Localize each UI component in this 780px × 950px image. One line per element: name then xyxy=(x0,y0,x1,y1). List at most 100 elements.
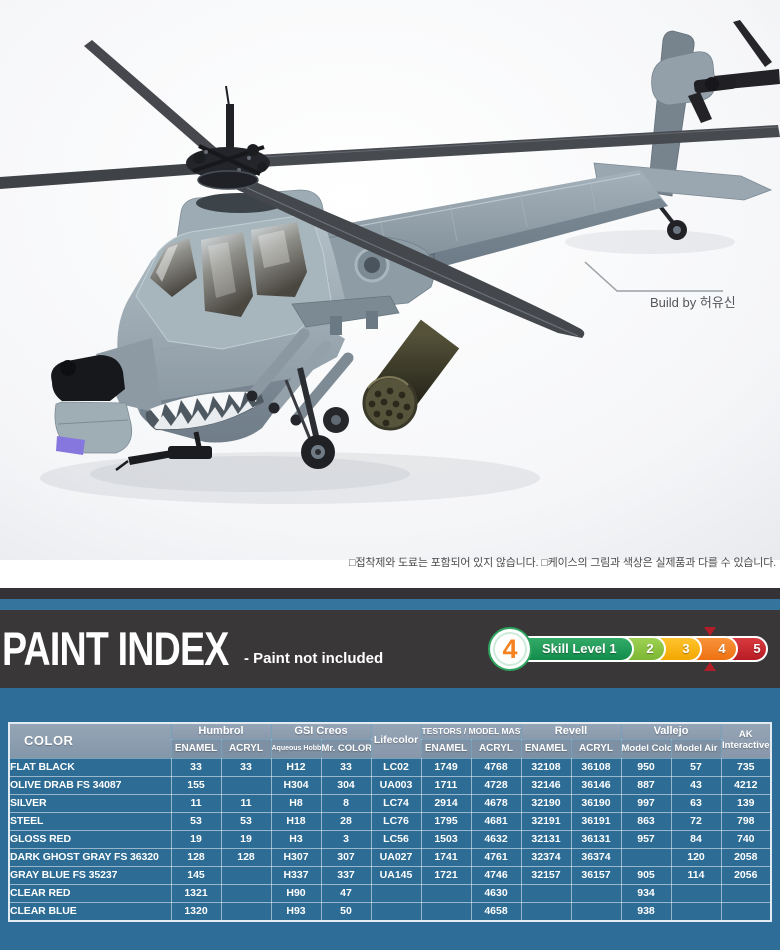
skill-level-bar: Skill Level 1 2 3 4 5 xyxy=(510,627,768,671)
paint-code-cell: 32191 xyxy=(520,812,572,831)
paint-code-cell: UA145 xyxy=(370,866,422,885)
main-rotor-blades xyxy=(0,40,780,189)
paint-code-cell: 740 xyxy=(720,830,772,849)
subheader-humbrol-enamel: ENAMEL xyxy=(170,739,222,759)
paint-table-row: FLAT BLACK 33 33 H12 33 LC02 1749 4768 3… xyxy=(8,758,772,777)
subheader-mr-color: Mr. COLOR xyxy=(320,739,372,759)
paint-table-row: SILVER 11 11 H8 8 LC74 2914 4678 32190 3… xyxy=(8,794,772,813)
subheader-testors-acryl: ACRYL xyxy=(470,739,522,759)
paint-code-cell: 4761 xyxy=(470,848,522,867)
paint-code-cell: UA027 xyxy=(370,848,422,867)
paint-code-cell: 43 xyxy=(670,776,722,795)
paint-color-name: CLEAR RED xyxy=(8,884,172,903)
paint-code-cell: 63 xyxy=(670,794,722,813)
paint-table-row: CLEAR RED 1321 H90 47 4630 934 xyxy=(8,884,772,903)
paint-code-cell: H304 xyxy=(270,776,322,795)
caption-callout-line xyxy=(584,261,723,292)
paint-code-cell: 1721 xyxy=(420,866,472,885)
ground-shadow xyxy=(40,230,735,504)
separator-blue-bar xyxy=(0,599,780,610)
paint-color-name: CLEAR BLUE xyxy=(8,902,172,922)
paint-code-cell: LC76 xyxy=(370,812,422,831)
paint-index-table: COLOR Humbrol GSI Creos Lifecolor TESTOR… xyxy=(8,722,772,922)
paint-index-title: PAINT INDEX xyxy=(2,622,229,675)
paint-code-cell: H8 xyxy=(270,794,322,813)
paint-color-name: STEEL xyxy=(8,812,172,831)
paint-code-cell: 32146 xyxy=(520,776,572,795)
subheader-aqueous-hobby-color: Aqueous Hobby Color xyxy=(270,739,322,759)
paint-code-cell: 36131 xyxy=(570,830,622,849)
paint-code-cell: 337 xyxy=(320,866,372,885)
tail-rotor xyxy=(688,20,780,123)
paint-not-included-note: - Paint not included xyxy=(244,650,384,667)
chin-gun xyxy=(115,431,212,471)
paint-code-cell: 32131 xyxy=(520,830,572,849)
disclaimer-text: □접착제와 도료는 포함되어 있지 않습니다. □케이스의 그림과 색상은 실제… xyxy=(349,557,776,569)
paint-color-name: GLOSS RED xyxy=(8,830,172,849)
paint-code-cell xyxy=(720,902,772,922)
paint-code-cell xyxy=(570,902,622,922)
skill-tick-4: 4 xyxy=(718,641,726,656)
build-caption: Build by 허유신 xyxy=(650,295,736,310)
paint-color-name: DARK GHOST GRAY FS 36320 xyxy=(8,848,172,867)
paint-code-cell: 32374 xyxy=(520,848,572,867)
paint-code-cell xyxy=(220,866,272,885)
brand-header-testors: TESTORS / MODEL MASTER xyxy=(420,722,522,740)
paint-table-row: OLIVE DRAB FS 34087 155 H304 304 UA003 1… xyxy=(8,776,772,795)
paint-code-cell: 19 xyxy=(170,830,222,849)
paint-code-cell xyxy=(670,884,722,903)
paint-code-cell: LC74 xyxy=(370,794,422,813)
column-header-color: COLOR xyxy=(8,722,172,759)
paint-code-cell xyxy=(570,884,622,903)
skill-tick-2: 2 xyxy=(646,641,654,656)
paint-code-cell: 950 xyxy=(620,758,672,777)
landing-gear xyxy=(284,367,349,469)
paint-table-row: DARK GHOST GRAY FS 36320 128 128 H307 30… xyxy=(8,848,772,867)
paint-code-cell: 905 xyxy=(620,866,672,885)
paint-code-cell: 128 xyxy=(170,848,222,867)
paint-code-cell: 53 xyxy=(170,812,222,831)
subheader-revell-acryl: ACRYL xyxy=(570,739,622,759)
paint-code-cell xyxy=(520,884,572,903)
paint-code-cell: 155 xyxy=(170,776,222,795)
paint-code-cell: H18 xyxy=(270,812,322,831)
paint-code-cell: 36190 xyxy=(570,794,622,813)
paint-code-cell: 11 xyxy=(170,794,222,813)
paint-index-band: PAINT INDEX - Paint not included Skill L… xyxy=(0,610,780,688)
paint-code-cell: 4632 xyxy=(470,830,522,849)
brand-header-lifecolor: Lifecolor xyxy=(370,722,422,759)
paint-code-cell: 997 xyxy=(620,794,672,813)
brand-header-ak-interactive: AK Interactive xyxy=(720,722,772,759)
skill-tick-5: 5 xyxy=(753,641,761,656)
paint-code-cell: 4768 xyxy=(470,758,522,777)
paint-code-cell: 11 xyxy=(220,794,272,813)
paint-code-cell: H337 xyxy=(270,866,322,885)
subheader-revell-enamel: ENAMEL xyxy=(520,739,572,759)
paint-code-cell: 307 xyxy=(320,848,372,867)
paint-code-cell: 4746 xyxy=(470,866,522,885)
subheader-humbrol-acryl: ACRYL xyxy=(220,739,272,759)
paint-code-cell: 4678 xyxy=(470,794,522,813)
paint-code-cell: 1711 xyxy=(420,776,472,795)
paint-code-cell: 28 xyxy=(320,812,372,831)
paint-code-cell: 36146 xyxy=(570,776,622,795)
paint-code-cell: 2914 xyxy=(420,794,472,813)
paint-code-cell xyxy=(220,902,272,922)
brand-header-vallejo: Vallejo xyxy=(620,722,722,740)
paint-code-cell: UA003 xyxy=(370,776,422,795)
brand-header-humbrol: Humbrol xyxy=(170,722,272,740)
paint-table-section: COLOR Humbrol GSI Creos Lifecolor TESTOR… xyxy=(0,688,780,950)
paint-code-cell: 8 xyxy=(320,794,372,813)
paint-code-cell: LC02 xyxy=(370,758,422,777)
paint-code-cell: 50 xyxy=(320,902,372,922)
paint-code-cell: 4681 xyxy=(470,812,522,831)
paint-code-cell xyxy=(520,902,572,922)
paint-code-cell: 33 xyxy=(220,758,272,777)
paint-code-cell: 57 xyxy=(670,758,722,777)
paint-code-cell: 145 xyxy=(170,866,222,885)
paint-code-cell: 120 xyxy=(670,848,722,867)
paint-code-cell: 72 xyxy=(670,812,722,831)
paint-code-cell: 1321 xyxy=(170,884,222,903)
paint-code-cell: H307 xyxy=(270,848,322,867)
paint-code-cell: 139 xyxy=(720,794,772,813)
